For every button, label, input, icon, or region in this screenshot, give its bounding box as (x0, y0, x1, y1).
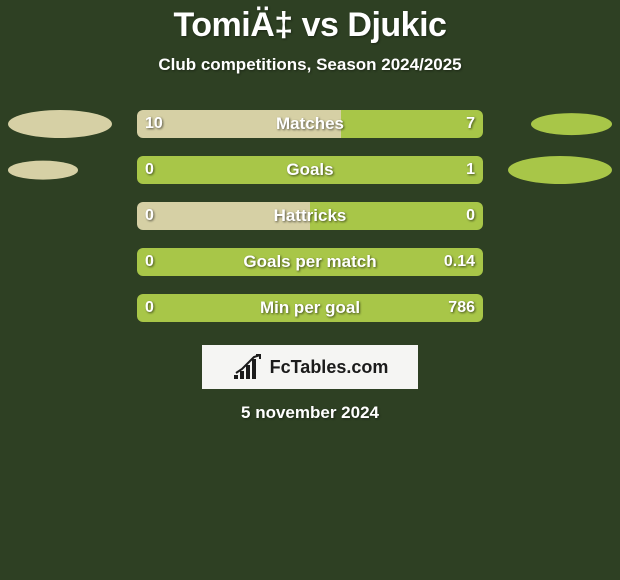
stat-value-left: 0 (145, 253, 154, 271)
stat-row: 0 1 Goals (0, 147, 620, 193)
stat-label: Goals (286, 160, 333, 180)
ellipse-right (531, 113, 612, 135)
page-title: TomiÄ‡ vs Djukic (0, 0, 620, 45)
stat-bar: 0 0 Hattricks (137, 202, 483, 230)
stat-bar: 0 1 Goals (137, 156, 483, 184)
brand-link[interactable]: FcTables.com (202, 345, 418, 389)
stat-bar: 0 0.14 Goals per match (137, 248, 483, 276)
ellipse-left (8, 110, 112, 138)
stat-row: 10 7 Matches (0, 101, 620, 147)
stat-label: Matches (276, 114, 344, 134)
stat-value-right: 786 (448, 299, 475, 317)
ellipse-left (8, 161, 78, 180)
stat-value-left: 0 (145, 207, 154, 225)
ellipse-right (508, 156, 612, 184)
stat-label: Goals per match (243, 252, 376, 272)
subtitle: Club competitions, Season 2024/2025 (0, 55, 620, 75)
stat-row: 0 0.14 Goals per match (0, 239, 620, 285)
stat-row: 0 0 Hattricks (0, 193, 620, 239)
stats-area: 10 7 Matches 0 1 Goals 0 0 Hattricks 0 0.14 Goals p… (0, 101, 620, 331)
stat-bar: 0 786 Min per goal (137, 294, 483, 322)
stat-bar: 10 7 Matches (137, 110, 483, 138)
stat-label: Min per goal (260, 298, 360, 318)
stat-value-left: 10 (145, 115, 163, 133)
widget-container: TomiÄ‡ vs Djukic Club competitions, Seas… (0, 0, 620, 423)
stat-value-right: 0 (466, 207, 475, 225)
stat-value-right: 0.14 (444, 253, 475, 271)
fctables-logo-icon (232, 353, 266, 381)
stat-value-left: 0 (145, 299, 154, 317)
brand-text: FcTables.com (270, 357, 389, 378)
stat-value-right: 7 (466, 115, 475, 133)
stat-value-left: 0 (145, 161, 154, 179)
date-text: 5 november 2024 (0, 403, 620, 423)
stat-row: 0 786 Min per goal (0, 285, 620, 331)
bar-segment-right (341, 110, 483, 138)
stat-value-right: 1 (466, 161, 475, 179)
stat-label: Hattricks (274, 206, 347, 226)
